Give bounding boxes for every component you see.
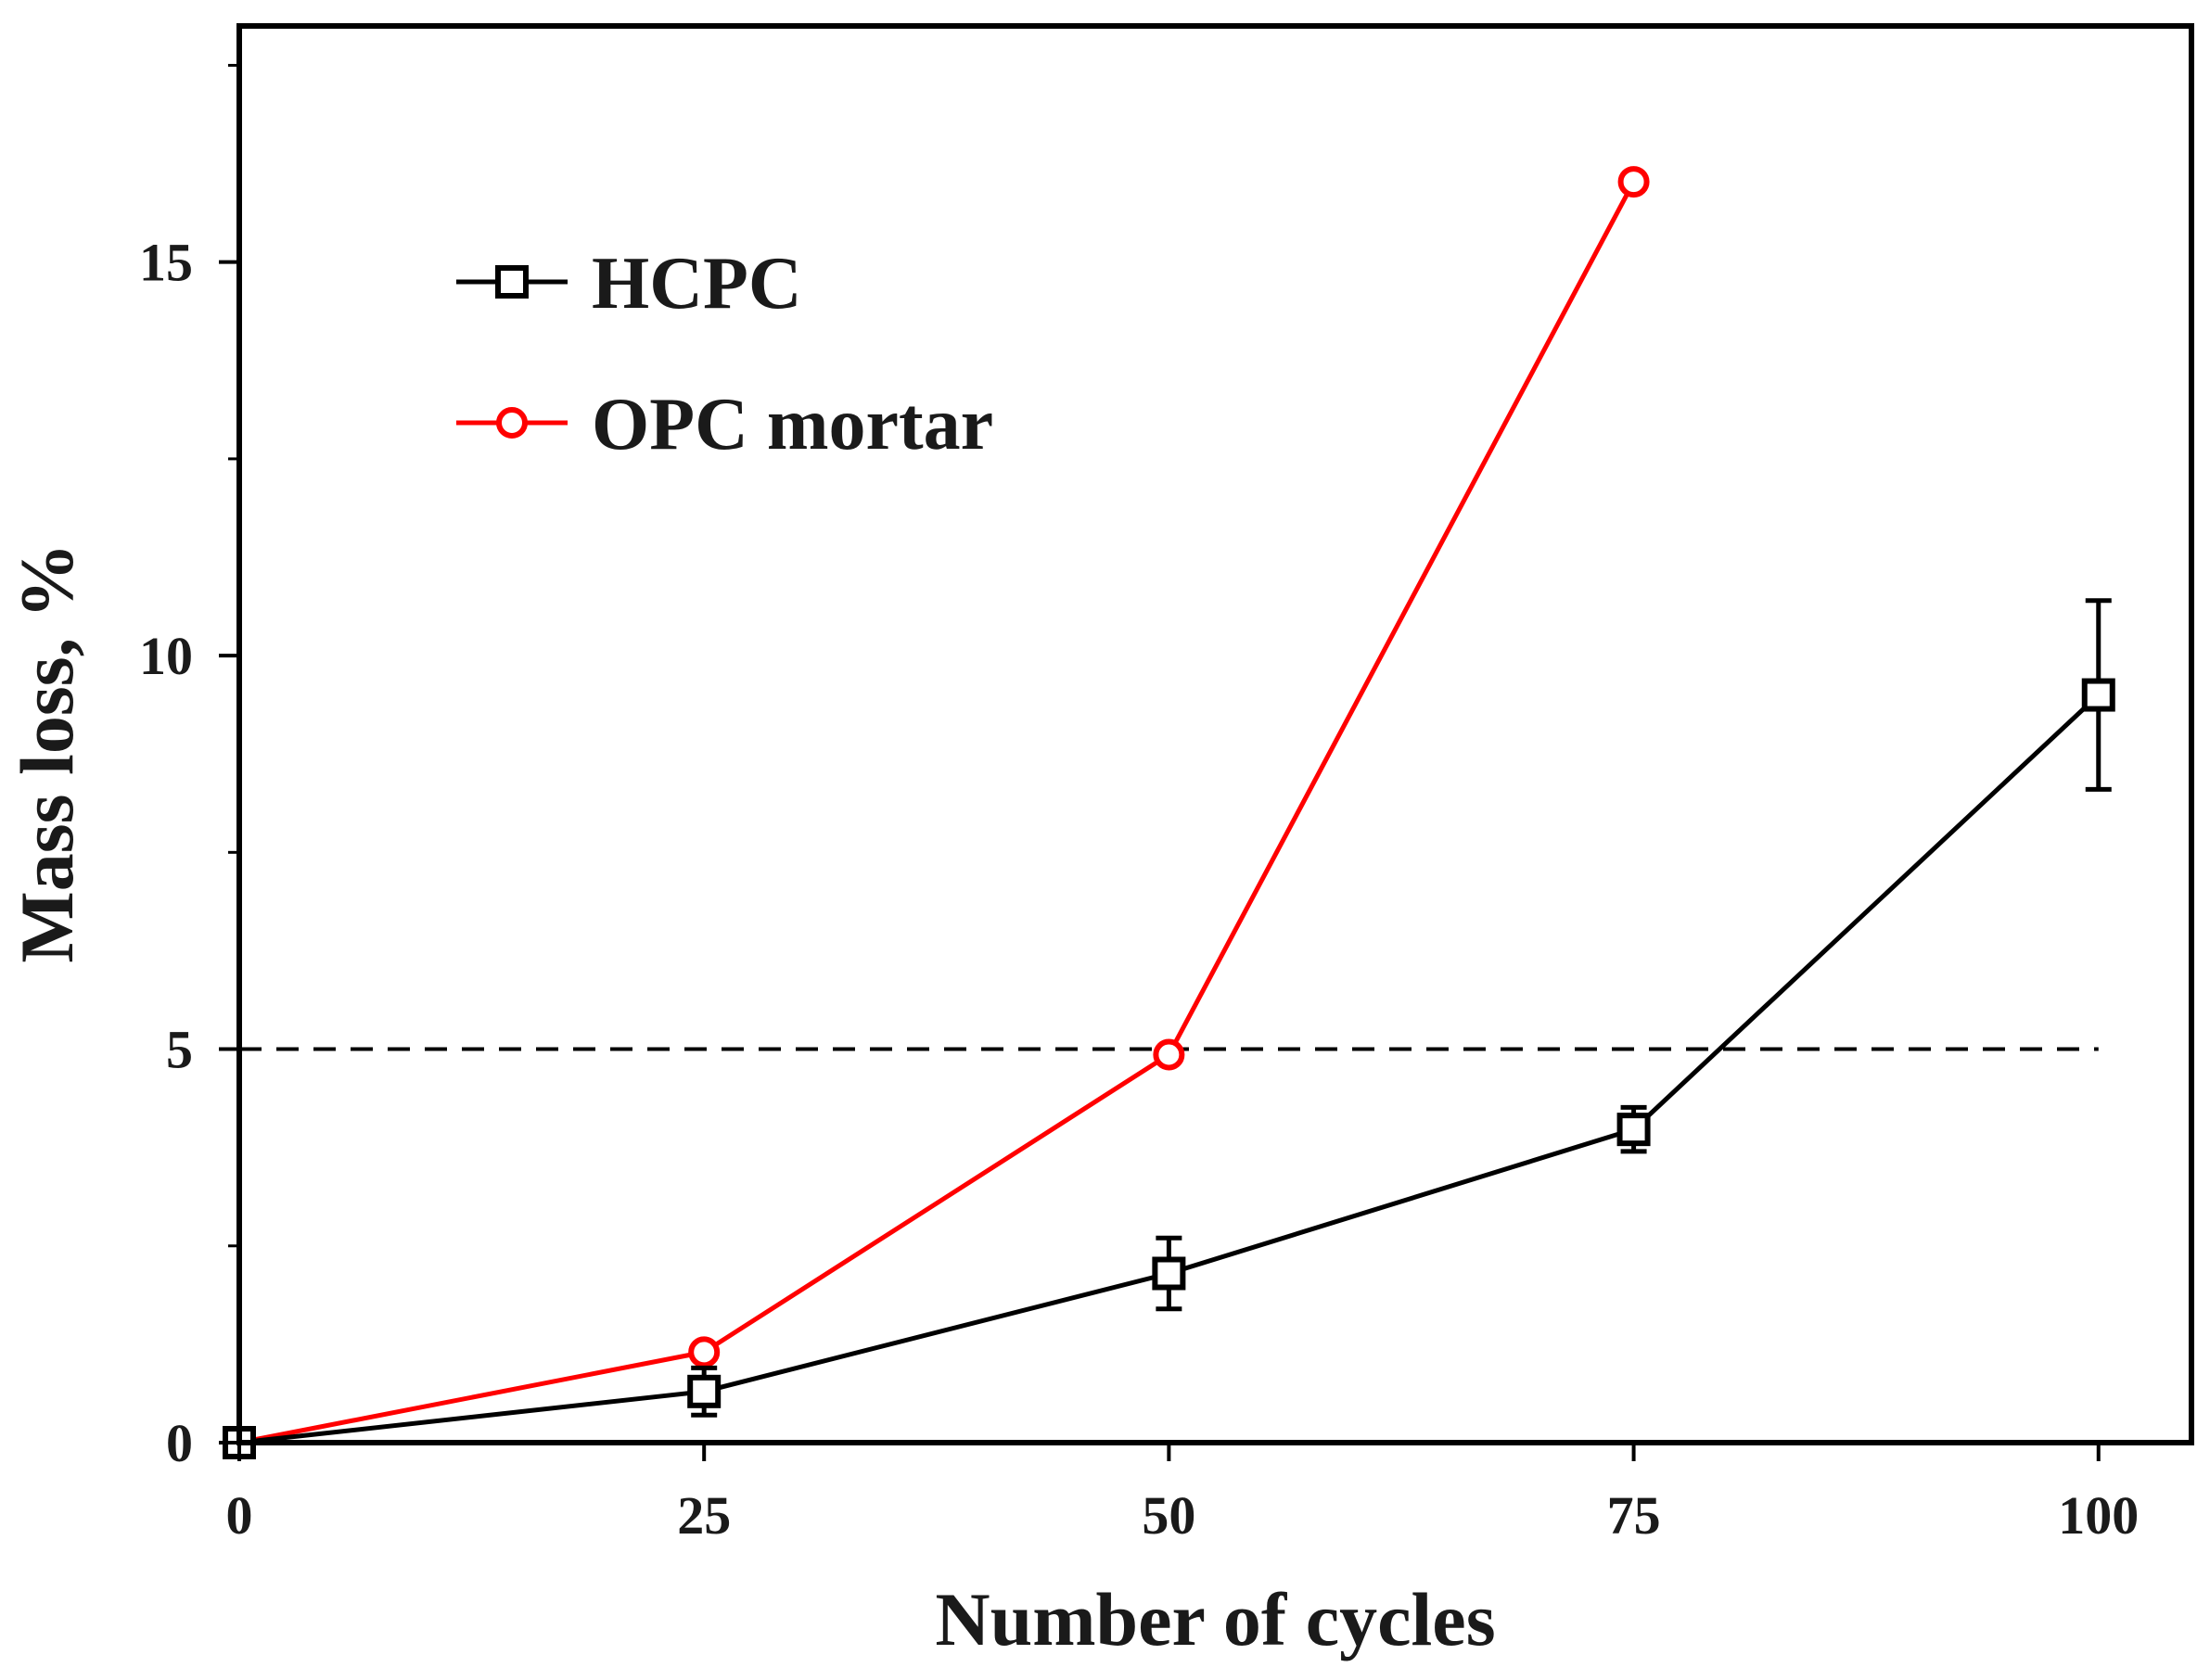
- legend-item-hcpc: HCPC: [456, 243, 802, 325]
- x-tick-label: 25: [677, 1485, 731, 1546]
- x-tick-label: 0: [226, 1485, 253, 1546]
- y-tick-label: 15: [139, 233, 193, 293]
- y-axis-title: Mass loss, %: [5, 542, 89, 962]
- x-tick-label: 100: [2058, 1485, 2139, 1546]
- data-point-hcpc: [1616, 1113, 1651, 1147]
- series-hcpc: [223, 598, 2115, 1459]
- x-tick-label: 75: [1607, 1485, 1661, 1546]
- legend-item-opc-mortar: OPC mortar: [456, 384, 993, 465]
- y-axis-ticks: 0 5 10 15: [139, 63, 239, 1473]
- plot-layer: [223, 166, 2115, 1459]
- data-point-hcpc: [2081, 678, 2115, 712]
- y-tick-label: 10: [139, 626, 193, 686]
- plot-frame: [236, 23, 2194, 1445]
- data-point-opc-mortar: [688, 1336, 721, 1368]
- data-point-hcpc: [1152, 1256, 1186, 1291]
- axis-layer: 0 25 50 75 100 0 5 10 15 Number of cycles Mass …: [5, 23, 2194, 1661]
- legend-marker-opc-mortar: [496, 407, 528, 439]
- x-axis-title: Number of cycles: [935, 1577, 1495, 1661]
- legend: HCPC OPC mortar: [456, 243, 993, 465]
- legend-marker-hcpc: [495, 265, 529, 299]
- y-tick-label: 0: [166, 1413, 193, 1473]
- y-tick-label: 5: [166, 1020, 193, 1080]
- data-point-opc-mortar: [1617, 166, 1650, 198]
- x-tick-label: 50: [1142, 1485, 1195, 1546]
- legend-label-hcpc: HCPC: [592, 243, 802, 325]
- series-opc-mortar: [224, 166, 1650, 1458]
- x-axis-ticks: 0 25 50 75 100: [226, 1443, 2139, 1546]
- data-point-opc-mortar: [1153, 1038, 1185, 1071]
- legend-label-opc-mortar: OPC mortar: [592, 384, 993, 465]
- series-line-opc-mortar: [238, 180, 1636, 1445]
- data-point-hcpc: [687, 1374, 722, 1408]
